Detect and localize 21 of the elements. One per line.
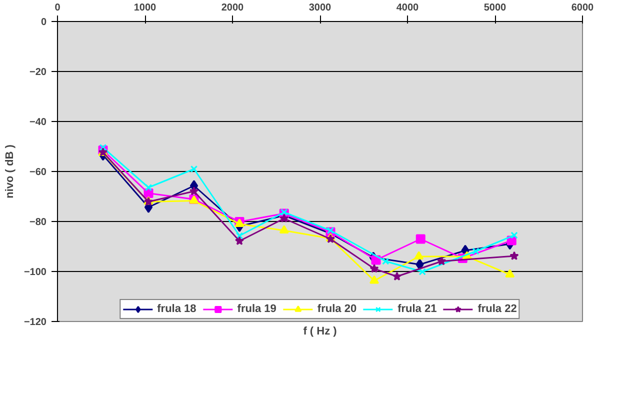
y-tick-label: −20 bbox=[30, 67, 47, 78]
legend-label: frula 19 bbox=[237, 302, 276, 316]
y-axis-title: nivo ( dB ) bbox=[4, 144, 16, 198]
x-tick-label: 2000 bbox=[221, 2, 244, 14]
x-tick-label: 5000 bbox=[484, 2, 507, 14]
legend-label: frula 21 bbox=[398, 302, 437, 316]
x-tick-label: 3000 bbox=[308, 2, 332, 14]
y-tick-label: 0 bbox=[40, 17, 47, 28]
x-axis-title: f ( Hz ) bbox=[303, 326, 338, 338]
y-tick-label: −120 bbox=[24, 317, 47, 328]
y-tick-label: −60 bbox=[30, 167, 47, 178]
x-tick-label: 4000 bbox=[396, 2, 420, 14]
x-tick-label: 1000 bbox=[134, 2, 157, 14]
y-tick-label: −80 bbox=[30, 217, 47, 228]
legend-label: frula 18 bbox=[157, 302, 196, 316]
legend-label: frula 22 bbox=[478, 302, 517, 316]
x-tick-label: 0 bbox=[54, 2, 61, 14]
x-tick-label: 6000 bbox=[571, 2, 594, 14]
y-tick-label: −100 bbox=[24, 267, 47, 278]
legend-label: frula 20 bbox=[317, 302, 357, 316]
y-tick-label: −40 bbox=[30, 117, 47, 128]
